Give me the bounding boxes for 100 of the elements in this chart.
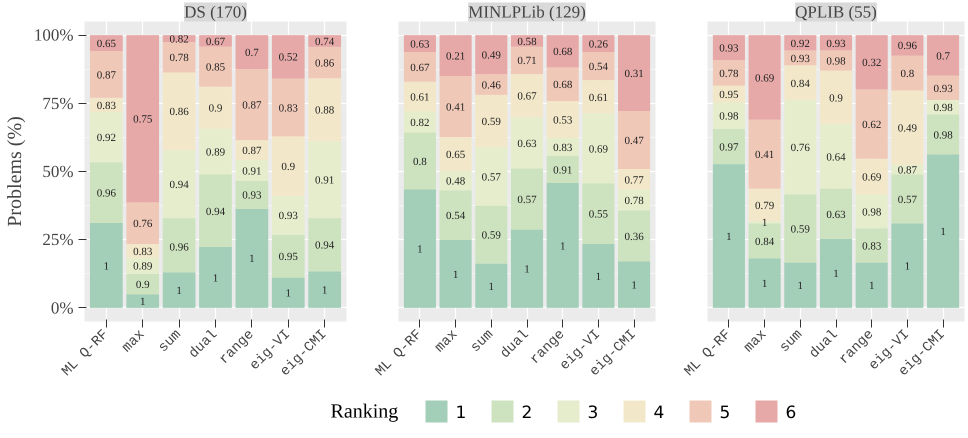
bar — [891, 174, 924, 224]
annotation: 1 — [631, 280, 637, 292]
legend-label: 2 — [522, 403, 532, 423]
annotation: 0.82 — [410, 116, 430, 129]
annotation: 0.98 — [933, 102, 954, 114]
bar — [712, 60, 745, 86]
bar — [510, 168, 544, 230]
annotation: 0.96 — [169, 242, 190, 254]
annotation: 0.95 — [719, 89, 740, 102]
annotation: 0.63 — [826, 208, 846, 221]
annotation: 0.98 — [862, 206, 882, 218]
annotation: 0.68 — [553, 79, 573, 92]
annotation: 0.46 — [482, 80, 502, 92]
bar — [199, 46, 232, 87]
bar — [546, 156, 579, 183]
bar — [236, 68, 268, 140]
bar — [927, 76, 960, 100]
bar — [308, 46, 342, 78]
bar — [510, 230, 544, 308]
annotation: 0.93 — [242, 190, 262, 202]
legend-label: 3 — [588, 403, 598, 423]
y-tick-label: 50% — [42, 162, 74, 181]
annotation: 1 — [104, 260, 110, 272]
annotation: 0.9 — [281, 161, 296, 174]
bar — [618, 35, 650, 111]
annotation: 1 — [798, 280, 804, 292]
legend-label: 6 — [786, 403, 796, 423]
annotation: 1 — [596, 270, 602, 283]
annotation: 0.69 — [588, 143, 609, 156]
annotation: 0.57 — [898, 194, 918, 206]
annotation: 0.76 — [790, 142, 810, 154]
annotation: 0.64 — [826, 152, 846, 164]
annotation: 1 — [140, 296, 146, 308]
bar — [404, 132, 436, 190]
bar — [126, 202, 160, 244]
bar — [784, 194, 816, 263]
annotation: 0.95 — [278, 251, 298, 264]
bar — [546, 67, 579, 102]
bar — [404, 52, 436, 82]
legend-title: Ranking — [330, 400, 398, 422]
bar — [618, 262, 650, 308]
annotation: 0.89 — [206, 146, 226, 159]
annotation: 0.59 — [482, 116, 502, 128]
y-axis-title: Problems (%) — [4, 116, 26, 227]
y-tick-label: 0% — [50, 298, 74, 318]
annotation: 0.63 — [410, 38, 430, 51]
annotation: 0.57 — [482, 171, 502, 184]
annotation: 0.98 — [933, 129, 954, 142]
bar — [440, 190, 472, 240]
chart-title: DS (170) — [184, 2, 247, 22]
bar — [440, 240, 472, 308]
bar — [546, 182, 579, 308]
y-tick-label: 25% — [42, 230, 74, 250]
annotation: 0.78 — [719, 68, 740, 80]
annotation: 0.94 — [206, 206, 226, 218]
annotation: 0.75 — [133, 114, 153, 126]
annotation: 0.93 — [933, 82, 954, 95]
annotation: 0.62 — [862, 119, 882, 132]
x-tick-label: sum — [468, 326, 497, 356]
annotation: 0.65 — [96, 38, 116, 50]
annotation: 0.89 — [133, 260, 153, 273]
annotation: 0.91 — [315, 174, 334, 187]
annotation: 0.69 — [862, 171, 882, 184]
annotation: 0.87 — [96, 69, 116, 82]
annotation: 1 — [322, 284, 328, 297]
bar — [162, 42, 196, 72]
bar — [162, 218, 196, 272]
annotation: 0.87 — [242, 144, 262, 157]
annotation: 0.7 — [245, 47, 260, 60]
bar — [582, 183, 614, 244]
annotation: 0.71 — [517, 55, 537, 68]
annotation: 0.83 — [278, 102, 298, 114]
bar — [126, 274, 160, 294]
y-tick-label: 75% — [42, 94, 74, 113]
annotation: 0.98 — [826, 56, 846, 68]
annotation: 0.91 — [553, 164, 572, 176]
bar — [475, 206, 508, 264]
bar — [475, 74, 508, 95]
annotation: 0.48 — [446, 176, 466, 188]
annotation: 0.83 — [96, 100, 116, 112]
bar — [820, 188, 852, 239]
bar — [404, 190, 436, 308]
annotation: 0.93 — [278, 210, 298, 222]
x-tick-label: sum — [776, 326, 806, 356]
bar — [90, 223, 123, 308]
annotation: 0.94 — [169, 179, 190, 192]
bar — [126, 294, 160, 308]
annotation: 0.54 — [446, 210, 466, 222]
annotation: 0.65 — [446, 149, 466, 162]
x-tick-label: max — [741, 326, 770, 356]
annotation: 1 — [904, 260, 910, 273]
annotation: 0.36 — [624, 230, 644, 243]
legend-label: 5 — [720, 403, 730, 423]
bar — [712, 164, 745, 308]
bar — [748, 120, 781, 189]
annotation: 0.86 — [169, 106, 190, 118]
bar — [272, 35, 305, 78]
annotation: 0.94 — [315, 240, 335, 252]
annotation: 1 — [762, 217, 768, 230]
annotation: 1 — [417, 244, 423, 256]
